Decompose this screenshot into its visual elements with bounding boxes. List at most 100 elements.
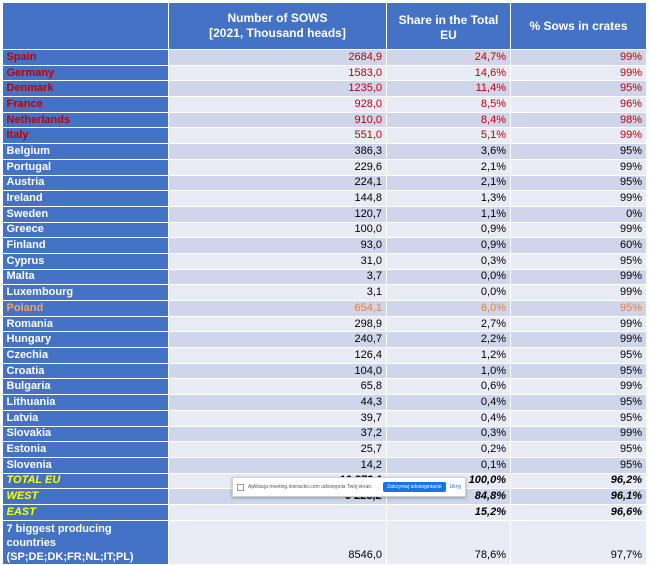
cell-crates: 99% bbox=[510, 316, 647, 333]
cell-share: 2,1% bbox=[386, 175, 511, 192]
cell-share: 0,3% bbox=[386, 253, 511, 270]
share-icon bbox=[237, 483, 244, 491]
cell-country: France bbox=[2, 96, 169, 113]
cell-crates: 95% bbox=[510, 80, 647, 98]
cell-crates: 97,7% bbox=[510, 520, 647, 565]
cell-crates: 95% bbox=[510, 441, 647, 458]
cell-share: 8,5% bbox=[386, 96, 511, 113]
cell-sows: 240,7 bbox=[168, 331, 387, 349]
table-row: Ireland 144,8 1,3% 99% bbox=[2, 190, 647, 207]
header-share: Share in the Total EU bbox=[386, 2, 511, 50]
cell-crates: 99% bbox=[510, 426, 647, 443]
cell-share: 1,1% bbox=[386, 206, 511, 223]
table-row: Latvia 39,7 0,4% 95% bbox=[2, 410, 647, 427]
cell-share: 5,1% bbox=[386, 127, 511, 145]
cell-country: Slovakia bbox=[2, 426, 169, 443]
cell-sows: 654,1 bbox=[168, 300, 387, 317]
cell-sows: 224,1 bbox=[168, 175, 387, 192]
cell-crates: 99% bbox=[510, 222, 647, 239]
cell-country: Luxembourg bbox=[2, 284, 169, 301]
cell-sows: 1583,0 bbox=[168, 65, 387, 82]
cell-country: Hungary bbox=[2, 331, 169, 349]
cell-share: 1,2% bbox=[386, 347, 511, 364]
table-body: Spain 2684,9 24,7% 99% Germany 1583,0 14,6% 99%… bbox=[2, 49, 647, 565]
cell-sows: 126,4 bbox=[168, 347, 387, 364]
table-row: Bulgaria 65,8 0,6% 99% bbox=[2, 378, 647, 396]
cell-sows: 910,0 bbox=[168, 112, 387, 129]
cell-sows: 44,3 bbox=[168, 394, 387, 411]
header-sows-text: Number of SOWS [2021, Thousand heads] bbox=[209, 11, 346, 40]
header-country bbox=[2, 2, 169, 50]
table-row: 7 biggest producing countries (SP;DE;DK;… bbox=[2, 520, 647, 565]
table-row: Slovenia 14,2 0,1% 95% bbox=[2, 457, 647, 474]
cell-crates: 95% bbox=[510, 253, 647, 270]
cell-share: 0,0% bbox=[386, 269, 511, 286]
cell-crates: 99% bbox=[510, 269, 647, 286]
cell-crates: 96,6% bbox=[510, 504, 647, 521]
cell-sows: 3,1 bbox=[168, 284, 387, 301]
cell-sows: 31,0 bbox=[168, 253, 387, 270]
cell-share: 1,3% bbox=[386, 190, 511, 207]
cell-country: Italy bbox=[2, 127, 169, 145]
cell-country: Romania bbox=[2, 316, 169, 333]
screen-share-notice: Aplikacja meeting.interactio.com udostęp… bbox=[232, 477, 466, 497]
cell-sows: 144,8 bbox=[168, 190, 387, 207]
cell-share: 6,0% bbox=[386, 300, 511, 317]
cell-sows: 65,8 bbox=[168, 378, 387, 396]
cell-crates: 60% bbox=[510, 237, 647, 254]
cell-country: Slovenia bbox=[2, 457, 169, 474]
cell-country: Czechia bbox=[2, 347, 169, 364]
cell-country: Sweden bbox=[2, 206, 169, 223]
table-row: Portugal 229,6 2,1% 99% bbox=[2, 159, 647, 176]
header-row: Number of SOWS [2021, Thousand heads] Sh… bbox=[2, 2, 647, 50]
table-row: Hungary 240,7 2,2% 99% bbox=[2, 331, 647, 349]
cell-country: Lithuania bbox=[2, 394, 169, 411]
cell-sows: 298,9 bbox=[168, 316, 387, 333]
cell-country: Poland bbox=[2, 300, 169, 317]
cell-crates: 99% bbox=[510, 127, 647, 145]
header-sows: Number of SOWS [2021, Thousand heads] bbox=[168, 2, 387, 50]
cell-crates: 96,2% bbox=[510, 473, 647, 490]
cell-country: Spain bbox=[2, 49, 169, 66]
cell-country: TOTAL EU bbox=[2, 473, 169, 490]
table-row: Poland 654,1 6,0% 95% bbox=[2, 300, 647, 317]
cell-crates: 95% bbox=[510, 347, 647, 364]
cell-share: 0,9% bbox=[386, 222, 511, 239]
table-row: Italy 551,0 5,1% 99% bbox=[2, 127, 647, 145]
cell-share: 2,1% bbox=[386, 159, 511, 176]
cell-country: Austria bbox=[2, 175, 169, 192]
cell-share: 78,6% bbox=[386, 520, 511, 565]
cell-share: 0,4% bbox=[386, 410, 511, 427]
cell-share: 0,6% bbox=[386, 378, 511, 396]
cell-country: EAST bbox=[2, 504, 169, 521]
cell-crates: 99% bbox=[510, 190, 647, 207]
cell-sows: 120,7 bbox=[168, 206, 387, 223]
cell-country: Latvia bbox=[2, 410, 169, 427]
table-row: France 928,0 8,5% 96% bbox=[2, 96, 647, 113]
cell-crates: 95% bbox=[510, 457, 647, 474]
table-row: Czechia 126,4 1,2% 95% bbox=[2, 347, 647, 364]
table-row: Croatia 104,0 1,0% 95% bbox=[2, 363, 647, 380]
cell-share: 0,3% bbox=[386, 426, 511, 443]
cell-sows: 2684,9 bbox=[168, 49, 387, 66]
header-crates: % Sows in crates bbox=[510, 2, 647, 50]
cell-country: Portugal bbox=[2, 159, 169, 176]
cell-country: Netherlands bbox=[2, 112, 169, 129]
cell-crates: 0% bbox=[510, 206, 647, 223]
hide-link[interactable]: Ukryj bbox=[449, 484, 461, 490]
cell-sows: 1235,0 bbox=[168, 80, 387, 98]
stop-sharing-button[interactable]: Zatrzymaj udostępnianie bbox=[383, 482, 446, 492]
table-row: Malta 3,7 0,0% 99% bbox=[2, 269, 647, 286]
cell-sows: 104,0 bbox=[168, 363, 387, 380]
cell-share: 0,1% bbox=[386, 457, 511, 474]
cell-crates: 95% bbox=[510, 410, 647, 427]
table-row: Cyprus 31,0 0,3% 95% bbox=[2, 253, 647, 270]
cell-share: 14,6% bbox=[386, 65, 511, 82]
table-row: Netherlands 910,0 8,4% 98% bbox=[2, 112, 647, 129]
cell-crates: 99% bbox=[510, 65, 647, 82]
cell-crates: 98% bbox=[510, 112, 647, 129]
table-row: Estonia 25,7 0,2% 95% bbox=[2, 441, 647, 458]
cell-crates: 95% bbox=[510, 363, 647, 380]
cell-country: Estonia bbox=[2, 441, 169, 458]
notice-text: Aplikacja meeting.interactio.com udostęp… bbox=[248, 484, 373, 490]
